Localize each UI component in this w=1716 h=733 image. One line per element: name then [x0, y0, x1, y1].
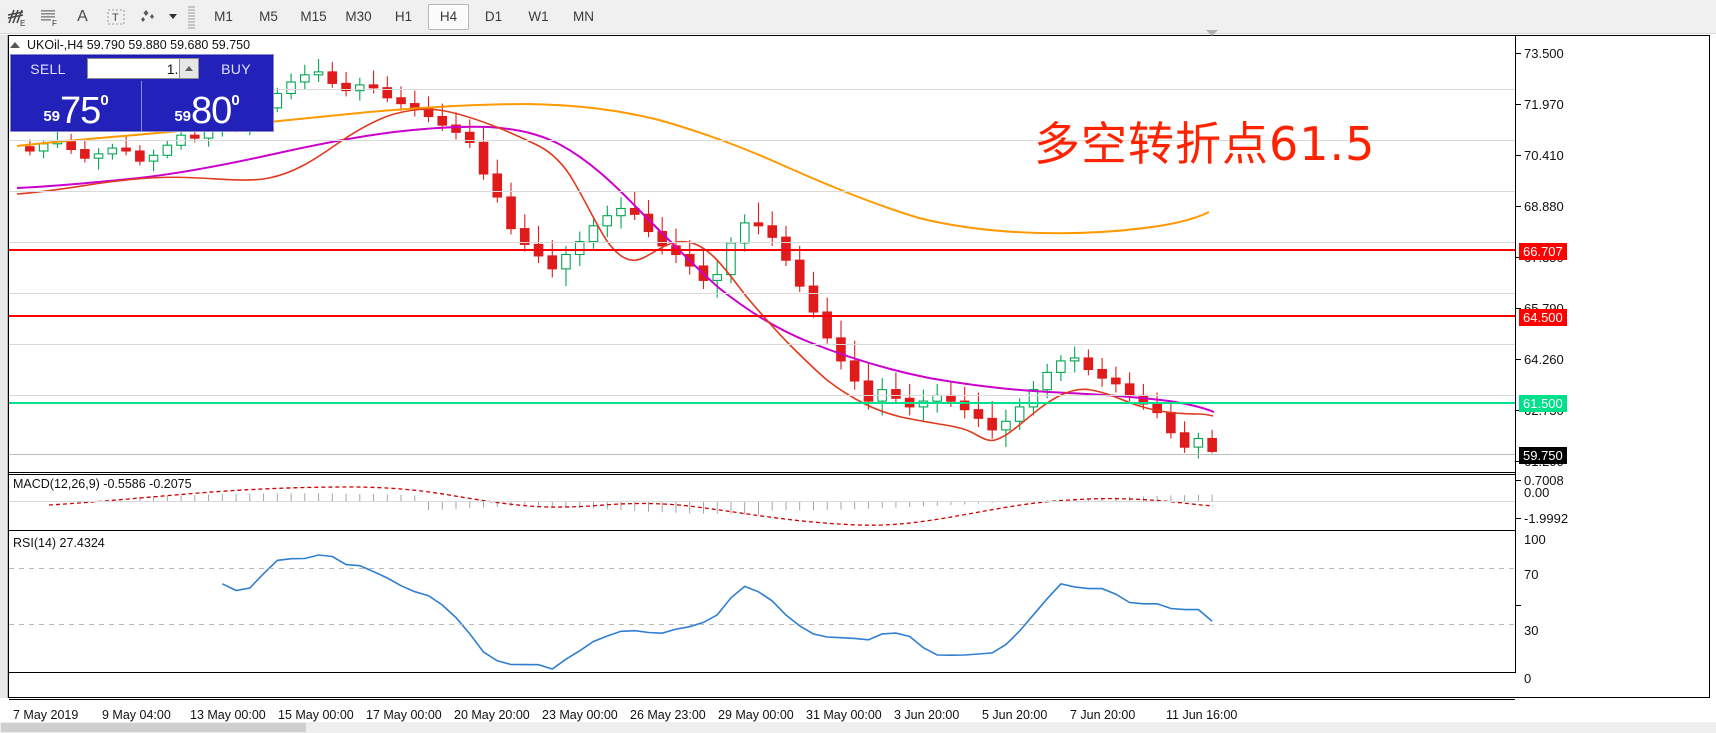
price-axis-labels: 73.500 71.970 70.410 68.880 67.350 65.79… [1516, 36, 1716, 696]
chart-annotation-text: 多空转折点61.5 [1034, 117, 1376, 171]
resistance-line-66707[interactable] [9, 249, 1515, 251]
buy-button[interactable]: BUY [221, 60, 251, 77]
price-tick-64260: 64.260 [1524, 352, 1564, 367]
timeframe-w1[interactable]: W1 [528, 9, 549, 24]
rsi-pane[interactable]: RSI(14) 27.4324 [9, 532, 1515, 673]
indicators-icon[interactable]: E [0, 1, 33, 32]
rsi-oversold-line [9, 624, 1515, 625]
sell-price-pips: 75 [60, 90, 101, 132]
time-tick-0: 7 May 2019 [13, 708, 79, 722]
macd-tick-min: -1.9992 [1524, 511, 1569, 526]
grid-icon[interactable]: F [33, 1, 66, 32]
resistance-line-64500[interactable] [9, 315, 1515, 317]
grid-line [9, 395, 1515, 396]
timeframe-h1[interactable]: H1 [394, 9, 413, 24]
macd-pane[interactable]: MACD(12,26,9) -0.5586 -0.2075 [9, 474, 1515, 531]
price-tick-71970: 71.970 [1524, 97, 1564, 112]
timeframe-d1[interactable]: D1 [484, 9, 503, 24]
time-tick-13: 11 Jun 16:00 [1166, 708, 1238, 722]
objects-dropdown-caret-icon[interactable] [165, 1, 181, 32]
volume-increment-button[interactable] [179, 58, 199, 79]
macd-tick-zero: 0.00 [1524, 485, 1550, 500]
buy-price-whole: 59 [174, 108, 192, 125]
trade-panel-price-row: 59 75 0 59 80 0 [11, 81, 273, 131]
time-tick-6: 23 May 00:00 [542, 708, 618, 722]
svg-text:T: T [112, 12, 119, 24]
timeframe-h4[interactable]: H4 [428, 3, 469, 30]
trade-panel-top-row: SELL 1.00 BUY [11, 55, 273, 81]
grid-line [9, 191, 1515, 192]
price-badge-current-59750[interactable]: 59.750 [1519, 447, 1567, 464]
rsi-tick-0: 0 [1524, 671, 1532, 686]
macd-chart-svg [48, 486, 1214, 526]
one-click-trading-panel[interactable]: SELL 1.00 BUY 59 75 0 59 80 0 [10, 54, 274, 132]
rsi-chart-svg [221, 554, 1213, 670]
price-axis-line [1515, 36, 1516, 673]
grid-line [9, 344, 1515, 345]
toolbar: E F A T [0, 0, 1716, 34]
price-chart-svg [16, 59, 1217, 459]
sell-price-display[interactable]: 59 75 0 [11, 81, 142, 131]
macd-tick-max: 0.7008 [1524, 473, 1564, 488]
time-tick-7: 26 May 23:00 [630, 708, 706, 722]
text-tool-icon[interactable]: A [77, 7, 88, 25]
svg-text:F: F [52, 19, 57, 28]
label-tool-icon[interactable]: T [99, 1, 132, 32]
sell-price-fraction: 0 [100, 92, 109, 109]
grid-line [9, 89, 1515, 90]
collapse-triangle-icon[interactable] [10, 42, 20, 48]
price-badge-resistance-66707[interactable]: 66.707 [1519, 243, 1567, 260]
horizontal-scrollbar[interactable] [0, 722, 1716, 733]
macd-label: MACD(12,26,9) -0.5586 -0.2075 [13, 477, 192, 491]
price-tick-68880: 68.880 [1524, 199, 1564, 214]
time-tick-3: 15 May 00:00 [278, 708, 354, 722]
svg-text:E: E [20, 19, 25, 28]
time-tick-4: 17 May 00:00 [366, 708, 442, 722]
time-tick-9: 31 May 00:00 [806, 708, 882, 722]
symbol-ohlc-text: UKOil-,H4 59.790 59.880 59.680 59.750 [27, 38, 251, 52]
current-price-line [9, 454, 1515, 455]
symbol-ohlc-bar: UKOil-,H4 59.790 59.880 59.680 59.750 [10, 37, 250, 53]
time-tick-1: 9 May 04:00 [102, 708, 171, 722]
timeframe-mn[interactable]: MN [573, 9, 594, 24]
buy-price-fraction: 0 [231, 92, 240, 109]
price-tick-70410: 70.410 [1524, 148, 1564, 163]
rsi-tick-100: 100 [1524, 532, 1546, 547]
time-tick-10: 3 Jun 20:00 [894, 708, 960, 722]
time-tick-5: 20 May 20:00 [454, 708, 530, 722]
time-tick-12: 7 Jun 20:00 [1070, 708, 1136, 722]
objects-icon[interactable] [132, 1, 165, 32]
time-tick-11: 5 Jun 20:00 [982, 708, 1048, 722]
chart-top-marker-icon [1206, 30, 1218, 36]
grid-line [9, 242, 1515, 243]
time-tick-8: 29 May 00:00 [718, 708, 794, 722]
rsi-tick-70: 70 [1524, 567, 1539, 582]
sell-button[interactable]: SELL [30, 60, 66, 77]
timeframe-m30[interactable]: M30 [345, 9, 372, 24]
price-tick-73500: 73.500 [1524, 46, 1564, 61]
macd-zero-line [9, 501, 1515, 502]
buy-price-pips: 80 [191, 90, 232, 132]
toolbar-separator [187, 4, 195, 29]
horizontal-scrollbar-thumb[interactable] [1, 723, 306, 732]
grid-line [9, 293, 1515, 294]
timeframe-m5[interactable]: M5 [259, 9, 278, 24]
rsi-overbought-line [9, 568, 1515, 569]
vertical-scroll-strip[interactable] [0, 35, 8, 698]
price-badge-support-61500[interactable]: 61.500 [1519, 395, 1567, 412]
buy-price-display[interactable]: 59 80 0 [142, 81, 272, 131]
timeframe-m1[interactable]: M1 [214, 9, 233, 24]
timeframe-m15[interactable]: M15 [300, 9, 327, 24]
support-line-61500[interactable] [9, 402, 1515, 404]
price-badge-resistance-64500[interactable]: 64.500 [1519, 309, 1567, 326]
time-tick-2: 13 May 00:00 [190, 708, 266, 722]
sell-price-whole: 59 [43, 108, 61, 125]
rsi-label: RSI(14) 27.4324 [13, 536, 105, 550]
rsi-tick-30: 30 [1524, 623, 1539, 638]
grid-line [9, 140, 1515, 141]
